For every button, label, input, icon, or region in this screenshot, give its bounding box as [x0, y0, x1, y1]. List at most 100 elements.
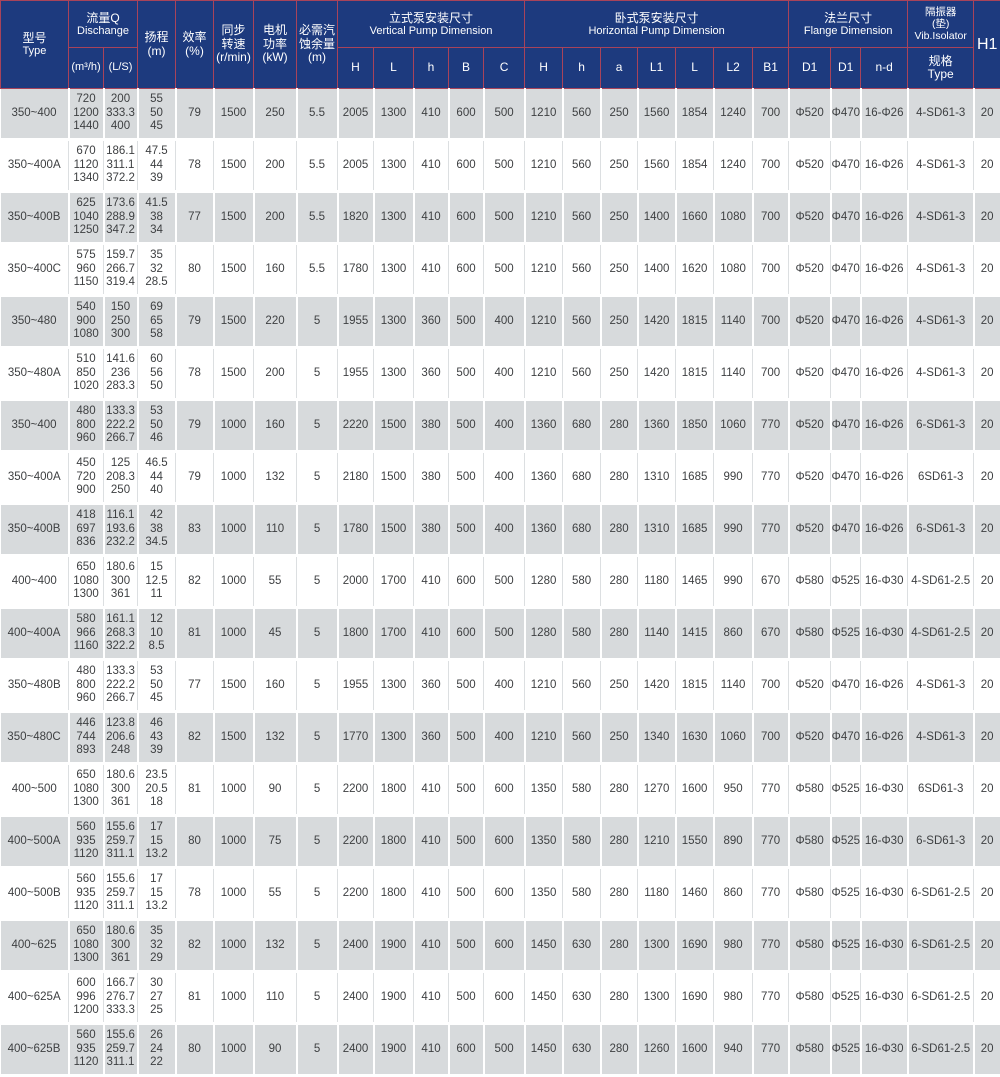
cell-vertical-h: 1820 — [337, 191, 375, 245]
cell-npsh: 5.5 — [296, 139, 339, 193]
cell-vertical-l: 1800 — [373, 867, 415, 921]
cell-npsh: 5 — [296, 347, 339, 401]
cell-horizontal-l: 1550 — [675, 815, 715, 869]
cell-horizontal-h: 580 — [562, 763, 602, 817]
table-row: 400~400A 580 966 1160 161.1 268.3 322.2 12 10 8.5… — [0, 607, 1000, 661]
table-row: 350~480A 510 850 1020 141.6 236 283.3 60 56 50 78 1… — [0, 347, 1000, 401]
cell-h1: 20 — [973, 763, 1000, 817]
cell-h1: 20 — [973, 711, 1000, 765]
cell-flange-0: Φ520 — [788, 295, 832, 349]
cell-isolator-type: 6-SD61-2.5 — [907, 1023, 975, 1077]
header-type-cn: 型号 — [22, 31, 47, 45]
cell-speed: 1000 — [213, 607, 255, 661]
header-isolator-sub: 规格 Type — [907, 47, 975, 89]
cell-vertical-h: 410 — [413, 815, 450, 869]
table-row: 350~400A 450 720 900 125 208.3 250 46.5 44 40 79 10… — [0, 451, 1000, 505]
cell-horizontal-l: 1630 — [675, 711, 715, 765]
cell-npsh: 5 — [296, 659, 339, 713]
cell-speed: 1500 — [213, 88, 255, 141]
cell-vertical-h: 380 — [413, 451, 450, 505]
cell-h1: 20 — [973, 815, 1000, 869]
cell-isolator-type: 4-SD61-2.5 — [907, 555, 975, 609]
header-isolator-group: 隔振器 (垫) Vib.Isolator — [907, 0, 975, 48]
cell-isolator-type: 6-SD61-2.5 — [907, 971, 975, 1025]
cell-isolator-type: 4-SD61-3 — [907, 88, 975, 141]
cell-flange-1: Φ525 — [830, 919, 862, 973]
cell-flow-ls: 186.1 311.1 372.2 — [103, 139, 139, 193]
cell-flow-m3h: 650 1080 1300 — [68, 763, 104, 817]
cell-head: 53 50 46 — [137, 399, 177, 453]
cell-power: 90 — [253, 1023, 298, 1077]
table-row: 400~500A 560 935 1120 155.6 259.7 311.1 17 15 13.… — [0, 815, 1000, 869]
header-vertical-en: Vertical Pump Dimension — [369, 24, 493, 37]
cell-flange-1: Φ470 — [830, 451, 862, 505]
cell-vertical-l: 1900 — [373, 919, 415, 973]
cell-horizontal-l: 1600 — [675, 763, 715, 817]
cell-isolator-type: 6-SD61-3 — [907, 503, 975, 557]
cell-power: 220 — [253, 295, 298, 349]
cell-vertical-c: 400 — [483, 711, 526, 765]
cell-vertical-h: 2005 — [337, 88, 375, 141]
cell-horizontal-h: 1210 — [524, 347, 564, 401]
cell-horizontal-b1: 770 — [752, 451, 790, 505]
cell-flange-2: 16-Φ26 — [860, 659, 909, 713]
cell-horizontal-a: 280 — [600, 555, 639, 609]
cell-flow-ls: 180.6 300 361 — [103, 919, 139, 973]
cell-isolator-type: 6-SD61-3 — [907, 815, 975, 869]
cell-vertical-c: 600 — [483, 815, 526, 869]
header-flange-group: 法兰尺寸 Flange Dimension — [788, 0, 909, 48]
cell-flow-ls: 155.6 259.7 311.1 — [103, 1023, 139, 1077]
cell-isolator-type: 6-SD61-3 — [907, 399, 975, 453]
cell-horizontal-h: 580 — [562, 607, 602, 661]
cell-horizontal-l1: 1420 — [637, 347, 677, 401]
cell-horizontal-h: 1280 — [524, 607, 564, 661]
cell-horizontal-h: 1350 — [524, 763, 564, 817]
cell-power: 160 — [253, 399, 298, 453]
cell-flange-0: Φ520 — [788, 711, 832, 765]
cell-flow-m3h: 580 966 1160 — [68, 607, 105, 661]
table-row: 400~500 650 1080 1300 180.6 300 361 23.5 20.5 18 8… — [0, 763, 1000, 817]
cell-vertical-h: 1780 — [337, 503, 375, 557]
cell-flow-ls: 159.7 266.7 319.4 — [103, 243, 139, 297]
cell-type: 350~400 — [0, 399, 70, 453]
header-horizontal-col-l2: L2 — [713, 47, 754, 89]
cell-flow-ls: 200 333.3 400 — [103, 88, 139, 141]
cell-flange-0: Φ580 — [788, 1023, 832, 1077]
cell-vertical-h: 360 — [413, 347, 450, 401]
cell-h1: 20 — [973, 399, 1000, 453]
cell-vertical-b: 600 — [448, 607, 485, 661]
cell-horizontal-h: 560 — [562, 139, 602, 193]
cell-horizontal-l1: 1360 — [637, 399, 677, 453]
cell-flange-1: Φ525 — [830, 815, 862, 869]
cell-npsh: 5.5 — [296, 243, 339, 297]
cell-head: 15 12.5 11 — [137, 555, 177, 609]
cell-vertical-b: 500 — [448, 503, 485, 557]
cell-speed: 1000 — [213, 555, 255, 609]
cell-flow-ls: 116.1 193.6 232.2 — [103, 503, 139, 557]
cell-power: 200 — [253, 347, 298, 401]
cell-vertical-h: 410 — [413, 555, 450, 609]
table-row: 400~625A 600 996 1200 166.7 276.7 333.3 30 27 25 8… — [0, 971, 1000, 1025]
cell-efficiency: 79 — [175, 295, 215, 349]
cell-type: 400~400 — [0, 555, 69, 609]
cell-h1: 20 — [973, 971, 1000, 1025]
cell-npsh: 5 — [296, 971, 339, 1025]
cell-type: 350~400 — [0, 88, 70, 141]
cell-horizontal-h: 1360 — [524, 503, 564, 557]
cell-flow-m3h: 650 1080 1300 — [68, 919, 105, 973]
cell-vertical-h: 410 — [413, 139, 450, 193]
cell-flange-0: Φ580 — [788, 919, 832, 973]
cell-horizontal-h: 1350 — [524, 867, 564, 921]
cell-isolator-type: 4-SD61-3 — [907, 711, 975, 765]
cell-vertical-c: 400 — [483, 399, 526, 453]
cell-flange-1: Φ470 — [830, 139, 862, 193]
cell-horizontal-b1: 700 — [752, 191, 790, 245]
cell-vertical-l: 1300 — [373, 139, 415, 193]
cell-vertical-c: 600 — [483, 867, 526, 921]
cell-vertical-h: 2200 — [337, 815, 375, 869]
cell-horizontal-l2: 890 — [713, 815, 754, 869]
header-flange-col-nd: n-d — [860, 47, 909, 89]
cell-horizontal-l1: 1310 — [637, 503, 677, 557]
cell-vertical-b: 600 — [448, 139, 485, 193]
